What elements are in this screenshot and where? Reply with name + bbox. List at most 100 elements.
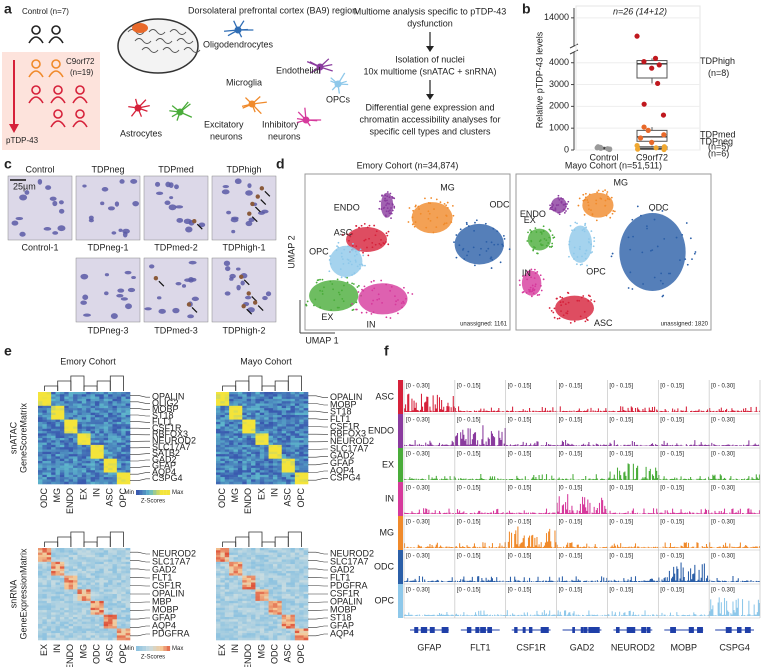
nucleus (123, 232, 128, 238)
cell-point (587, 300, 589, 302)
heatmap-cell (255, 589, 260, 592)
heatmap-cell (255, 629, 260, 632)
heatmap-cell (216, 578, 221, 581)
cell-point (593, 237, 595, 239)
heatmap-cell (69, 592, 74, 595)
heatmap-cell (234, 596, 239, 599)
heatmap-cell (38, 436, 43, 439)
heatmap-cell (117, 635, 122, 638)
heatmap-cell (91, 447, 96, 450)
heatmap-cell (95, 610, 100, 613)
heatmap-cell (77, 615, 82, 618)
heatmap-cell (108, 633, 113, 636)
heatmap-cell (99, 438, 104, 441)
cell-point (378, 298, 380, 300)
heatmap-cell (295, 420, 300, 423)
heatmap-cell (225, 475, 230, 478)
heatmap-cell (77, 566, 82, 569)
heatmap-cell (286, 408, 291, 411)
heatmap-cell (260, 548, 265, 551)
coverage-track (455, 406, 506, 412)
heatmap-cell (60, 578, 65, 581)
heatmap-cell (264, 608, 269, 611)
heatmap-cell (108, 456, 113, 459)
heatmap-cell (42, 583, 47, 586)
heatmap-cell (51, 553, 56, 556)
cell-point (586, 249, 588, 251)
heatmap-cell (73, 424, 78, 427)
heatmap-cell (42, 454, 47, 457)
track-range: [0 - 0.30] (406, 486, 430, 492)
heatmap-cell (112, 564, 117, 567)
heatmap-cell (69, 569, 74, 572)
heatmap-cell (247, 580, 252, 583)
heatmap-cell (242, 473, 247, 476)
heatmap-cell (60, 475, 65, 478)
heatmap-cell (95, 548, 100, 551)
heatmap-cell (255, 596, 260, 599)
heatmap-cell (108, 566, 113, 569)
heatmap-cell (247, 633, 252, 636)
heatmap-cell (238, 466, 243, 469)
heatmap-cell (126, 399, 131, 402)
heatmap-cell (73, 619, 78, 622)
heatmap-cell (255, 429, 260, 432)
heatmap-cell (286, 438, 291, 441)
heatmap-cell (60, 399, 65, 402)
heatmap-cell (277, 413, 282, 416)
heatmap-cell (282, 438, 287, 441)
heatmap-cell (99, 404, 104, 407)
heatmap-cell (73, 560, 78, 563)
heatmap-cell (60, 433, 65, 436)
heatmap-cell (51, 479, 56, 482)
cell-point (354, 255, 356, 257)
heatmap-cell (295, 562, 300, 565)
heatmap-cell (216, 410, 221, 413)
heatmap-cell (38, 466, 43, 469)
heatmap-cell (82, 479, 87, 482)
cell-point (574, 247, 576, 249)
heatmap-cell (56, 438, 61, 441)
heatmap-cell (255, 608, 260, 611)
gene-leader (130, 466, 150, 467)
heatmap-cell (47, 562, 52, 565)
heatmap-cell (56, 401, 61, 404)
heatmap-cell (86, 399, 91, 402)
heatmap-cell (277, 452, 282, 455)
heatmap-cell (290, 433, 295, 436)
heatmap-cell (255, 463, 260, 466)
heatmap-cell (290, 447, 295, 450)
heatmap-cell (82, 417, 87, 420)
heatmap-cell (51, 463, 56, 466)
track-range: [0 - 0.15] (609, 588, 633, 594)
cluster-label: OPC (309, 246, 329, 256)
column-label: EX (39, 644, 49, 656)
cell-point (387, 191, 389, 193)
heatmap-cell (69, 594, 74, 597)
heatmap-cell (304, 592, 309, 595)
cell-point (348, 262, 350, 264)
cell-point (376, 299, 378, 301)
heatmap-cell (238, 631, 243, 634)
cell-point (584, 253, 586, 255)
heatmap-cell (282, 573, 287, 576)
heatmap-cell (234, 431, 239, 434)
heatmap-cell (290, 594, 295, 597)
heatmap-cell (234, 429, 239, 432)
heatmap-cell (91, 445, 96, 448)
cell-point (356, 309, 358, 311)
column-label: IN (92, 488, 102, 497)
heatmap-cell (260, 450, 265, 453)
heatmap-cell (260, 417, 265, 420)
heatmap-cell (86, 615, 91, 618)
heatmap-cell (77, 394, 82, 397)
heatmap-cell (73, 454, 78, 457)
heatmap-cell (73, 410, 78, 413)
heatmap-cell (299, 585, 304, 588)
heatmap-cell (112, 580, 117, 583)
heatmap-cell (255, 427, 260, 430)
region-label: Dorsolateral prefrontal cortex (BA9) reg… (188, 5, 357, 15)
heatmap-cell (273, 589, 278, 592)
heatmap-cell (238, 571, 243, 574)
heatmap-cell (290, 468, 295, 471)
